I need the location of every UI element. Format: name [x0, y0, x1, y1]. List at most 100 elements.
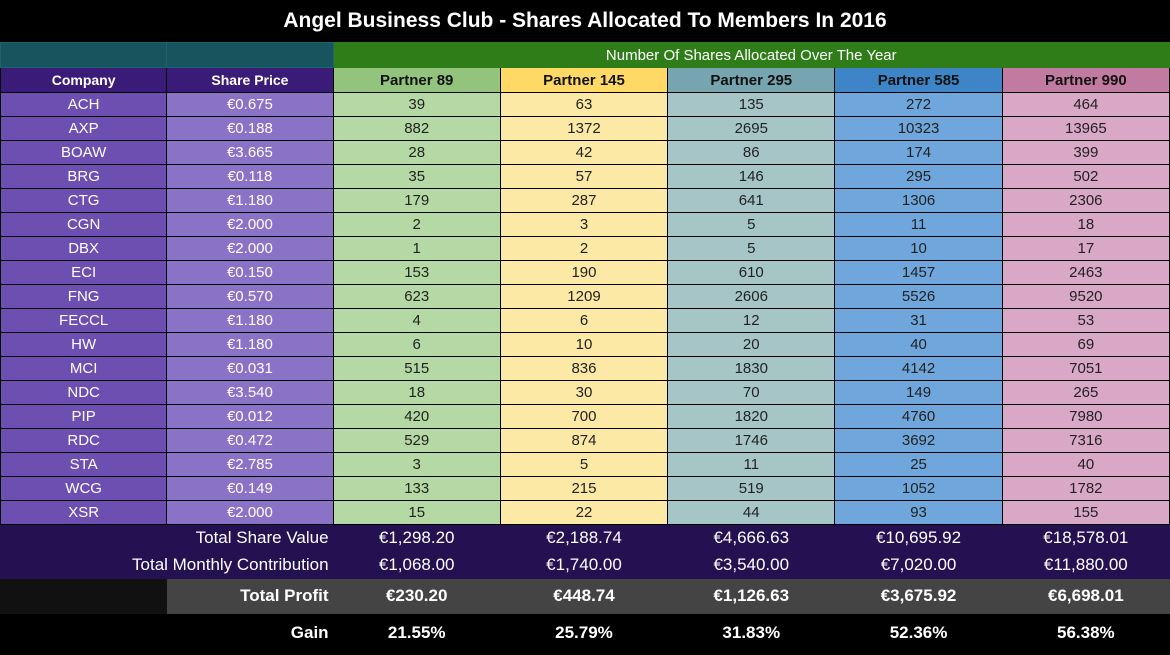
total-value-cell[interactable]: 56.38%: [1001, 613, 1170, 653]
shares-cell[interactable]: 63: [499, 92, 669, 117]
shares-cell[interactable]: 2306: [1001, 188, 1170, 213]
shares-cell[interactable]: 623: [332, 284, 501, 309]
shares-cell[interactable]: 153: [332, 260, 501, 285]
company-cell[interactable]: ACH: [0, 92, 168, 117]
shares-cell[interactable]: 6: [332, 332, 501, 357]
shares-cell[interactable]: 70: [667, 380, 836, 405]
shares-cell[interactable]: 700: [499, 404, 669, 429]
shares-cell[interactable]: 5526: [834, 284, 1003, 309]
shares-cell[interactable]: 179: [332, 188, 501, 213]
shares-cell[interactable]: 882: [332, 116, 501, 141]
shares-cell[interactable]: 610: [667, 260, 836, 285]
total-value-cell[interactable]: €1,298.20: [332, 524, 501, 552]
total-value-cell[interactable]: €10,695.92: [834, 524, 1003, 552]
shares-cell[interactable]: 35: [332, 164, 501, 189]
total-value-cell[interactable]: €7,020.00: [834, 551, 1003, 579]
shares-cell[interactable]: 4142: [834, 356, 1003, 381]
share-price-header[interactable]: Share Price: [166, 67, 334, 93]
share-price-cell[interactable]: €2.000: [166, 236, 334, 261]
shares-cell[interactable]: 57: [499, 164, 669, 189]
total-value-cell[interactable]: €4,666.63: [667, 524, 836, 552]
shares-cell[interactable]: 1209: [499, 284, 669, 309]
share-price-cell[interactable]: €0.472: [166, 428, 334, 453]
total-value-cell[interactable]: €11,880.00: [1001, 551, 1170, 579]
company-cell[interactable]: STA: [0, 452, 168, 477]
shares-cell[interactable]: 5: [667, 236, 836, 261]
shares-cell[interactable]: 1052: [834, 476, 1003, 501]
shares-cell[interactable]: 13965: [1001, 116, 1170, 141]
shares-cell[interactable]: 265: [1001, 380, 1170, 405]
share-price-cell[interactable]: €0.570: [166, 284, 334, 309]
company-cell[interactable]: CGN: [0, 212, 168, 237]
total-value-cell[interactable]: €1,126.63: [667, 578, 836, 614]
shares-cell[interactable]: 18: [1001, 212, 1170, 237]
shares-cell[interactable]: 11: [834, 212, 1003, 237]
share-price-cell[interactable]: €2.000: [166, 212, 334, 237]
shares-cell[interactable]: 2606: [667, 284, 836, 309]
share-price-cell[interactable]: €1.180: [166, 332, 334, 357]
shares-cell[interactable]: 1820: [667, 404, 836, 429]
shares-cell[interactable]: 1782: [1001, 476, 1170, 501]
shares-cell[interactable]: 31: [834, 308, 1003, 333]
share-price-cell[interactable]: €0.012: [166, 404, 334, 429]
share-price-cell[interactable]: €0.031: [166, 356, 334, 381]
shares-cell[interactable]: 22: [499, 500, 669, 525]
shares-cell[interactable]: 295: [834, 164, 1003, 189]
share-price-cell[interactable]: €0.118: [166, 164, 334, 189]
total-label[interactable]: Gain: [166, 613, 334, 653]
shares-cell[interactable]: 3: [332, 452, 501, 477]
shares-cell[interactable]: 133: [332, 476, 501, 501]
share-price-cell[interactable]: €1.180: [166, 188, 334, 213]
company-cell[interactable]: XSR: [0, 500, 168, 525]
shares-cell[interactable]: 25: [834, 452, 1003, 477]
partner-header[interactable]: Partner 145: [499, 67, 669, 93]
blank-cell[interactable]: [0, 613, 168, 653]
shares-cell[interactable]: 40: [1001, 452, 1170, 477]
company-cell[interactable]: HW: [0, 332, 168, 357]
total-value-cell[interactable]: 25.79%: [499, 613, 669, 653]
shares-cell[interactable]: 272: [834, 92, 1003, 117]
share-price-cell[interactable]: €2.000: [166, 500, 334, 525]
total-label[interactable]: Total Monthly Contribution: [0, 551, 334, 579]
shares-cell[interactable]: 9520: [1001, 284, 1170, 309]
shares-cell[interactable]: 4760: [834, 404, 1003, 429]
shares-cell[interactable]: 515: [332, 356, 501, 381]
shares-cell[interactable]: 641: [667, 188, 836, 213]
group-header-cell[interactable]: Number Of Shares Allocated Over The Year: [332, 42, 1170, 68]
company-cell[interactable]: PIP: [0, 404, 168, 429]
shares-cell[interactable]: 15: [332, 500, 501, 525]
shares-cell[interactable]: 149: [834, 380, 1003, 405]
shares-cell[interactable]: 146: [667, 164, 836, 189]
share-price-cell[interactable]: €2.785: [166, 452, 334, 477]
share-price-cell[interactable]: €0.150: [166, 260, 334, 285]
shares-cell[interactable]: 86: [667, 140, 836, 165]
total-value-cell[interactable]: 21.55%: [332, 613, 501, 653]
shares-cell[interactable]: 20: [667, 332, 836, 357]
total-value-cell[interactable]: €6,698.01: [1001, 578, 1170, 614]
shares-cell[interactable]: 519: [667, 476, 836, 501]
company-cell[interactable]: BRG: [0, 164, 168, 189]
shares-cell[interactable]: 1: [332, 236, 501, 261]
shares-cell[interactable]: 1457: [834, 260, 1003, 285]
share-price-cell[interactable]: €0.188: [166, 116, 334, 141]
total-value-cell[interactable]: €230.20: [332, 578, 501, 614]
partner-header[interactable]: Partner 585: [834, 67, 1003, 93]
company-cell[interactable]: RDC: [0, 428, 168, 453]
shares-cell[interactable]: 18: [332, 380, 501, 405]
share-price-cell[interactable]: €3.665: [166, 140, 334, 165]
shares-cell[interactable]: 836: [499, 356, 669, 381]
total-value-cell[interactable]: €448.74: [499, 578, 669, 614]
shares-cell[interactable]: 1306: [834, 188, 1003, 213]
shares-cell[interactable]: 1372: [499, 116, 669, 141]
company-cell[interactable]: WCG: [0, 476, 168, 501]
partner-header[interactable]: Partner 89: [332, 67, 501, 93]
shares-cell[interactable]: 10323: [834, 116, 1003, 141]
company-cell[interactable]: BOAW: [0, 140, 168, 165]
partner-header[interactable]: Partner 295: [667, 67, 836, 93]
company-cell[interactable]: FECCL: [0, 308, 168, 333]
company-cell[interactable]: NDC: [0, 380, 168, 405]
total-value-cell[interactable]: 31.83%: [667, 613, 836, 653]
share-price-cell[interactable]: €1.180: [166, 308, 334, 333]
company-cell[interactable]: MCI: [0, 356, 168, 381]
shares-cell[interactable]: 17: [1001, 236, 1170, 261]
